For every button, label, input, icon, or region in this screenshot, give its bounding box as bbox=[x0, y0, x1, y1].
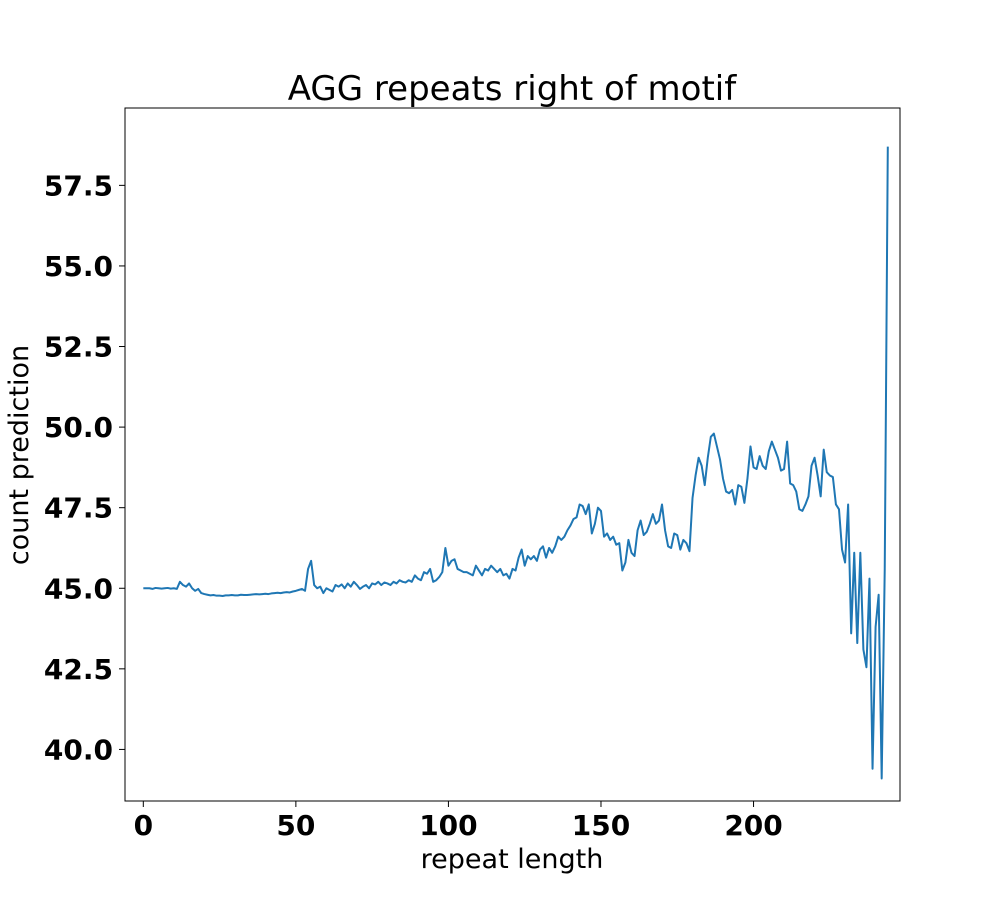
y-tick-label: 55.0 bbox=[44, 250, 113, 283]
y-axis-label: count prediction bbox=[4, 345, 35, 565]
x-tick-label: 0 bbox=[134, 809, 153, 842]
y-tick-label: 45.0 bbox=[44, 572, 113, 605]
y-ticks: 40.0 42.5 45.0 47.5 50.0 52.5 55.0 57.5 bbox=[44, 169, 125, 766]
x-tick-label: 150 bbox=[572, 809, 630, 842]
x-tick-label: 200 bbox=[724, 809, 782, 842]
y-tick-label: 52.5 bbox=[44, 331, 113, 364]
y-tick-label: 57.5 bbox=[44, 169, 113, 202]
x-tick-label: 100 bbox=[419, 809, 477, 842]
y-tick-label: 50.0 bbox=[44, 411, 113, 444]
x-axis-label: repeat length bbox=[421, 844, 604, 875]
x-ticks: 0 50 100 150 200 bbox=[134, 801, 783, 842]
y-tick-label: 42.5 bbox=[44, 653, 113, 686]
y-tick-label: 40.0 bbox=[44, 733, 113, 766]
chart-title: AGG repeats right of motif bbox=[288, 69, 737, 109]
series-line bbox=[143, 146, 889, 780]
plot-frame bbox=[124, 107, 901, 802]
y-tick-label: 47.5 bbox=[44, 492, 113, 525]
x-tick-label: 50 bbox=[276, 809, 315, 842]
